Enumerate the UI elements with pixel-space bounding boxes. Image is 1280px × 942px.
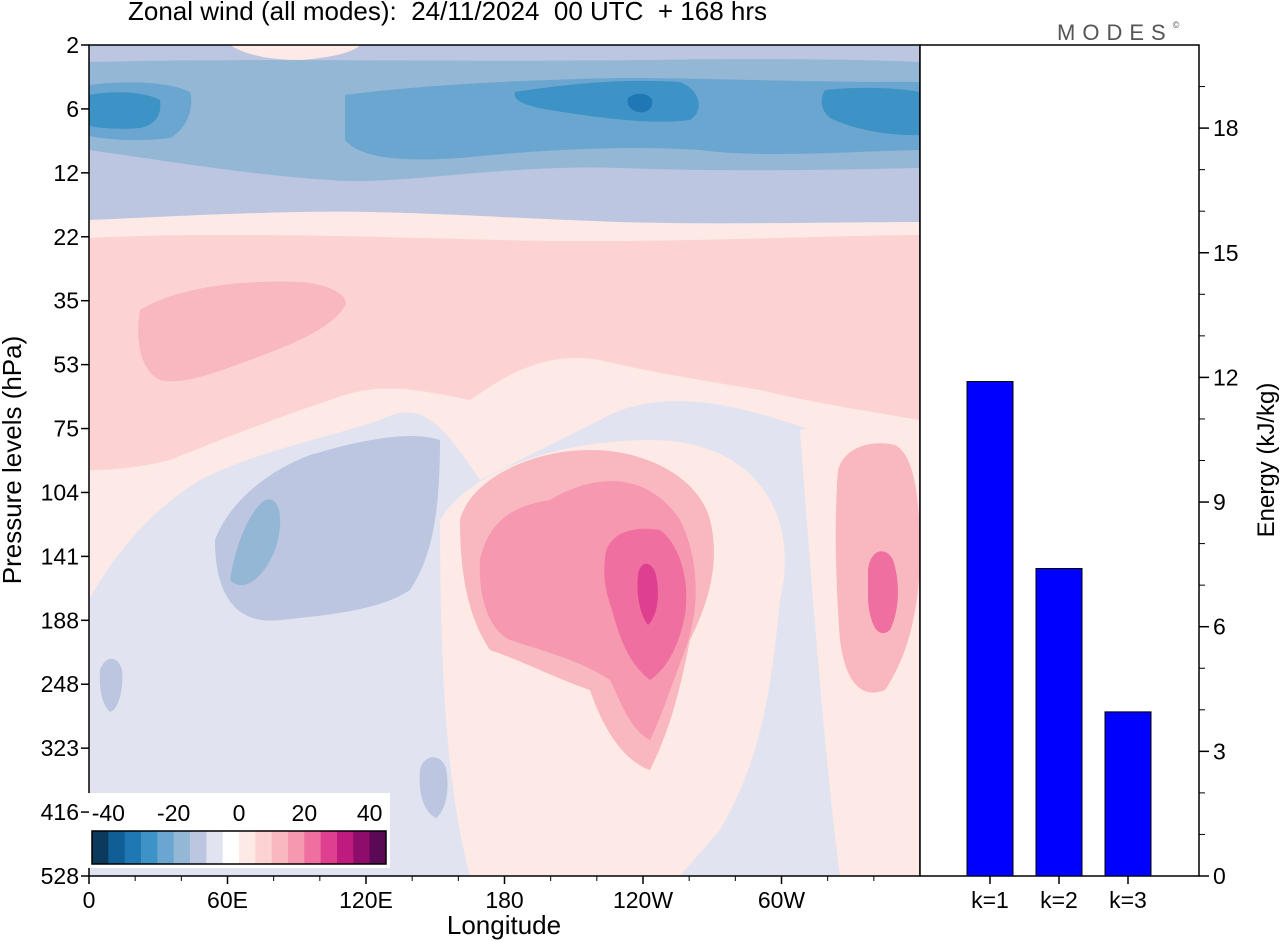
x-tick-label: 60E	[207, 887, 248, 913]
colorbar-swatch	[320, 831, 338, 864]
bar-category-label: k=3	[1109, 887, 1147, 913]
y-axis-label: Pressure levels (hPa)	[0, 336, 27, 585]
chart-title: Zonal wind (all modes): 24/11/2024 00 UT…	[128, 0, 768, 26]
colorbar-swatch	[222, 831, 240, 864]
y-tick-label: 141	[41, 543, 79, 569]
colorbar-swatch	[288, 831, 305, 864]
colorbar-tick-label: 0	[233, 800, 246, 826]
y-tick-label: 416	[41, 799, 79, 825]
x-axis: 0 60E 120E 180 120W 60W	[83, 876, 875, 913]
colorbar-swatch	[337, 831, 354, 864]
colorbar-frame	[91, 830, 387, 865]
colorbar-swatch	[369, 831, 387, 864]
energy-tick-label: 0	[1213, 863, 1226, 889]
x-tick-label: 0	[83, 887, 96, 913]
y-tick-label: 104	[41, 479, 80, 505]
energy-bar	[1104, 711, 1152, 877]
energy-tick-label: 18	[1213, 115, 1239, 141]
colorbar: -40 -20 0 20 40	[88, 793, 390, 868]
contour-upper-max	[627, 93, 653, 113]
colorbar-swatch	[92, 831, 109, 864]
energy-bar	[1035, 568, 1083, 877]
colorbar-swatch	[206, 831, 224, 864]
colorbar-swatch	[255, 831, 273, 864]
colorbar-swatch	[271, 831, 289, 864]
energy-tick-label: 12	[1213, 364, 1239, 390]
colorbar-swatch	[157, 831, 175, 864]
energy-tick-label: 6	[1213, 614, 1226, 640]
colorbar-swatch	[304, 831, 322, 864]
brand-text: MODES	[1057, 20, 1173, 45]
brand-mark: ©	[1172, 20, 1180, 30]
colorbar-swatch	[124, 831, 142, 864]
y-axis: 2 6 12 22 35 53 75 104 141 188 248 323 416 528	[41, 32, 89, 889]
colorbar-swatch	[141, 831, 158, 864]
colorbar-swatch	[353, 831, 371, 864]
colorbar-tick-label: 20	[292, 800, 318, 826]
x-axis-label: Longitude	[447, 910, 561, 940]
colorbar-swatch	[108, 831, 126, 864]
energy-axis-label: Energy (kJ/kg)	[1253, 383, 1280, 538]
y-tick-label: 323	[41, 735, 79, 761]
contour-negative-surface-dateline	[419, 757, 448, 818]
x-tick-label: 120W	[613, 887, 673, 913]
bar-category-label: k=1	[971, 887, 1009, 913]
contour-positive-30e-100e	[138, 281, 346, 382]
colorbar-tick-label: -20	[157, 800, 190, 826]
contour-upper-west-strong	[89, 92, 161, 129]
contour-top-positive	[230, 45, 360, 60]
y-tick-label: 6	[66, 96, 79, 122]
colorbar-tick-label: 40	[357, 800, 383, 826]
colorbar-swatch	[173, 831, 191, 864]
energy-tick-label: 9	[1213, 489, 1226, 515]
x-tick-label: 180	[485, 887, 523, 913]
y-tick-label: 2	[66, 32, 79, 58]
y-tick-label: 12	[53, 160, 79, 186]
energy-bar-panel: k=1 k=2 k=3	[919, 44, 1200, 913]
colorbar-tick-label: -40	[92, 800, 125, 826]
y-tick-label: 35	[53, 288, 79, 314]
colorbar-swatch	[239, 831, 256, 864]
energy-axis: 0 3 6 9 12 15 18	[1199, 86, 1239, 889]
y-tick-label: 22	[53, 224, 79, 250]
y-tick-label: 188	[41, 607, 79, 633]
contour-upper-east-strong	[821, 87, 920, 136]
x-tick-label: 120E	[339, 887, 393, 913]
contour-negative-surface-west	[99, 658, 123, 712]
brand-logo: MODES©	[1057, 20, 1179, 46]
contour-negative-lower-core	[230, 499, 281, 586]
contour-jet-core-inner	[637, 563, 658, 625]
y-tick-label: 528	[41, 863, 79, 889]
contour-negative-lower-east	[215, 435, 440, 621]
contour-upper-mid-strong	[514, 80, 699, 122]
energy-bar	[966, 381, 1014, 877]
bar-category-label: k=2	[1040, 887, 1078, 913]
x-tick-label: 60W	[758, 887, 806, 913]
energy-tick-label: 15	[1213, 240, 1239, 266]
y-tick-label: 75	[53, 416, 79, 442]
zonal-wind-map	[88, 44, 921, 877]
colorbar-swatch	[190, 831, 207, 864]
energy-tick-label: 3	[1213, 738, 1226, 764]
y-tick-label: 248	[41, 671, 79, 697]
y-tick-label: 53	[53, 352, 79, 378]
contour-jet-30w-core	[868, 551, 898, 634]
